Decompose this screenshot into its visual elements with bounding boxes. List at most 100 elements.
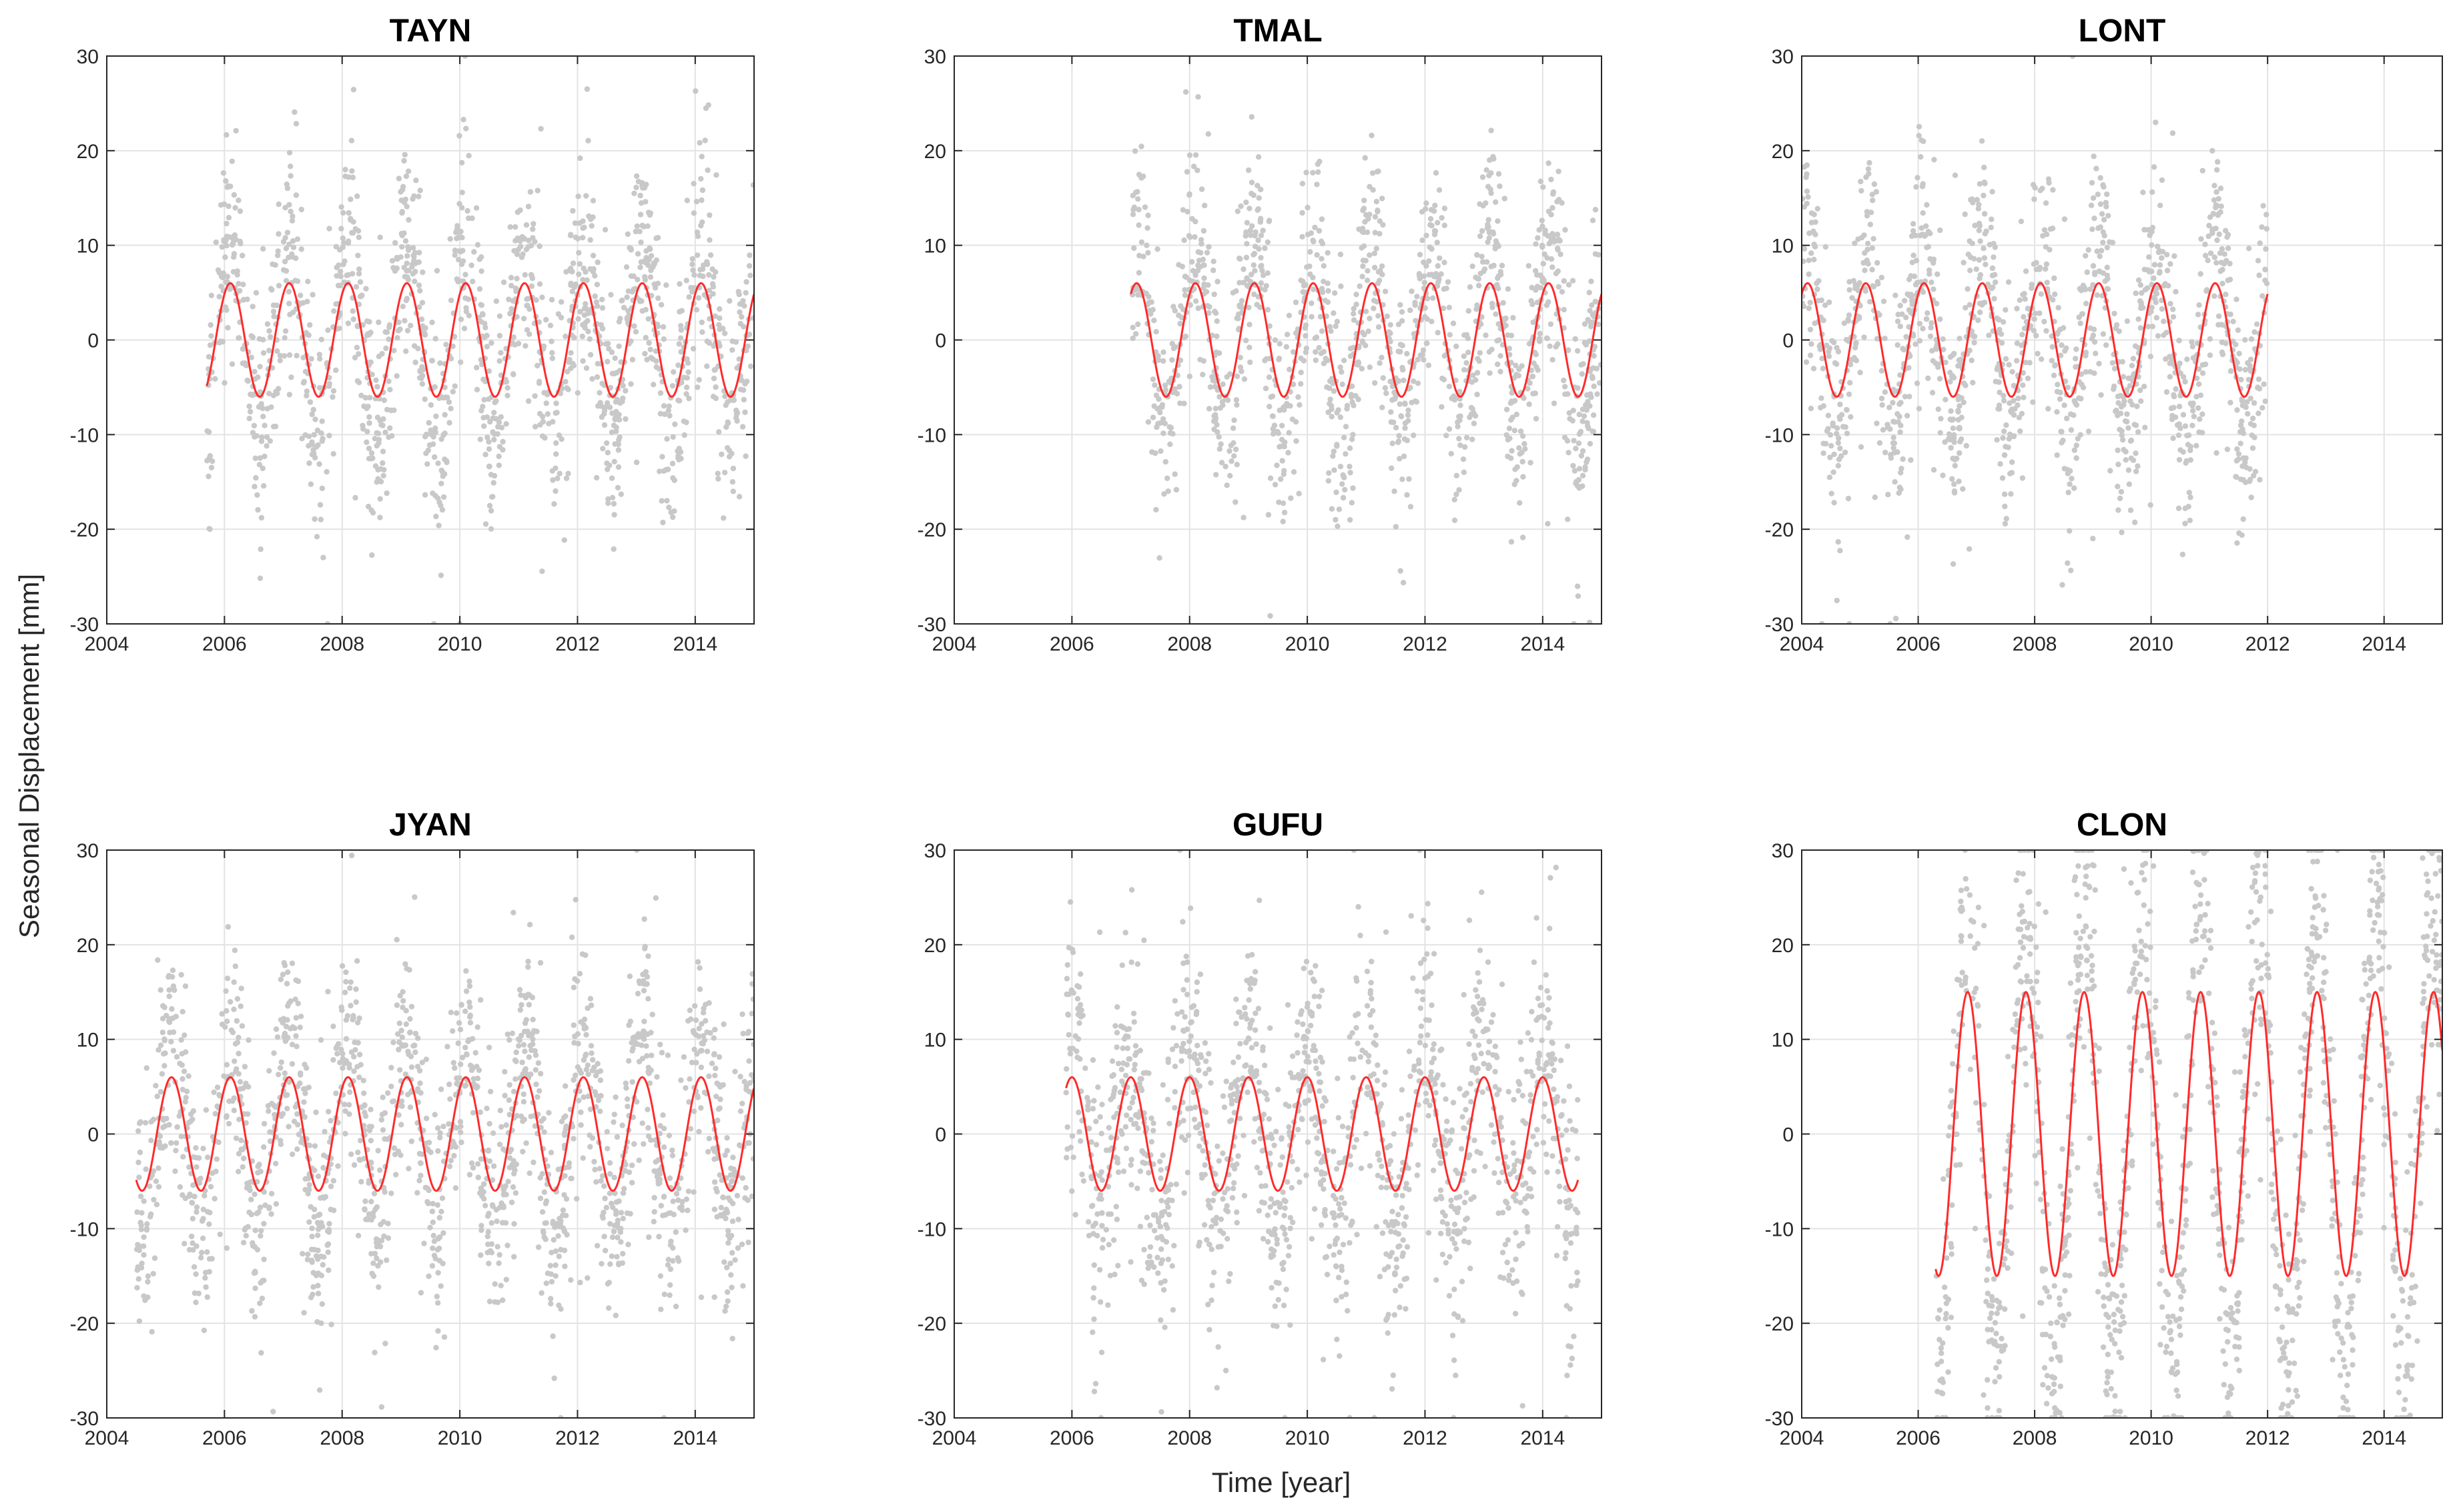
scatter-point xyxy=(438,436,444,442)
scatter-point xyxy=(258,546,264,552)
scatter-point xyxy=(597,1166,603,1172)
scatter-point xyxy=(1405,412,1411,418)
scatter-point xyxy=(368,330,374,336)
scatter-point xyxy=(1806,258,1812,264)
scatter-point xyxy=(693,307,700,313)
scatter-point xyxy=(687,1076,693,1082)
scatter-point xyxy=(1156,420,1162,426)
scatter-point xyxy=(643,1043,649,1049)
scatter-point xyxy=(691,1189,697,1195)
scatter-point xyxy=(1995,366,2001,372)
scatter-point xyxy=(1367,316,1373,322)
data-layer-jyan xyxy=(133,850,754,1418)
scatter-point xyxy=(709,1060,715,1066)
scatter-point xyxy=(2247,362,2253,369)
scatter-point xyxy=(657,468,663,474)
scatter-point xyxy=(285,969,291,976)
scatter-point xyxy=(1313,357,1319,364)
scatter-point xyxy=(1951,350,1957,357)
scatter-point xyxy=(400,998,406,1004)
scatter-point xyxy=(159,1071,165,1077)
scatter-point xyxy=(1351,317,1357,323)
scatter-point xyxy=(350,308,356,314)
scatter-point xyxy=(749,1193,754,1200)
scatter-point xyxy=(1861,334,1867,340)
scatter-point xyxy=(1133,190,1139,196)
scatter-point xyxy=(2244,399,2250,405)
scatter-point xyxy=(258,1228,264,1234)
scatter-point xyxy=(2225,277,2231,284)
scatter-point xyxy=(520,316,527,322)
scatter-point xyxy=(2239,532,2245,538)
scatter-point xyxy=(1451,517,1458,523)
scatter-point xyxy=(585,318,591,324)
scatter-point xyxy=(470,1110,476,1116)
scatter-point xyxy=(1247,206,1253,212)
scatter-point xyxy=(1285,450,1291,456)
scatter-point xyxy=(1375,208,1381,215)
scatter-point xyxy=(429,320,435,326)
scatter-point xyxy=(1866,159,1872,166)
scatter-point xyxy=(1864,213,1870,219)
scatter-point xyxy=(543,317,549,323)
scatter-point xyxy=(1571,468,1578,474)
scatter-point xyxy=(2093,165,2099,171)
scatter-point xyxy=(2240,430,2247,436)
scatter-point xyxy=(2061,402,2067,408)
scatter-point xyxy=(518,254,525,260)
scatter-point xyxy=(1299,234,1305,240)
scatter-point xyxy=(286,202,292,208)
scatter-point xyxy=(2069,476,2075,482)
scatter-point xyxy=(1923,316,1930,322)
scatter-point xyxy=(2243,404,2249,410)
scatter-point xyxy=(416,194,422,200)
scatter-point xyxy=(239,1023,246,1029)
scatter-point xyxy=(2037,310,2043,316)
scatter-point xyxy=(356,271,362,277)
scatter-point xyxy=(1409,400,1415,406)
scatter-point xyxy=(1461,444,1468,450)
scatter-point xyxy=(672,421,678,427)
scatter-point xyxy=(314,534,320,540)
scatter-point xyxy=(1148,311,1154,317)
scatter-point xyxy=(2248,494,2254,500)
scatter-point xyxy=(1910,221,1916,227)
scatter-point xyxy=(1886,404,1892,410)
scatter-point xyxy=(1825,412,1832,418)
scatter-point xyxy=(168,1038,174,1045)
scatter-point xyxy=(2159,255,2165,261)
scatter-point xyxy=(416,250,422,256)
scatter-point xyxy=(509,1030,515,1036)
x-tick-label: 2014 xyxy=(1520,633,1565,655)
scatter-point xyxy=(525,398,532,404)
scatter-point xyxy=(419,300,426,306)
scatter-point xyxy=(1863,174,1869,180)
scatter-point xyxy=(2113,322,2120,328)
scatter-point xyxy=(1144,225,1150,231)
scatter-point xyxy=(353,284,360,290)
scatter-point xyxy=(326,383,332,389)
scatter-point xyxy=(588,216,594,222)
scatter-point xyxy=(242,1064,248,1070)
scatter-point xyxy=(635,276,641,283)
scatter-point xyxy=(252,484,258,490)
scatter-point xyxy=(1287,366,1293,372)
scatter-point xyxy=(1239,368,1245,374)
scatter-point xyxy=(283,246,290,252)
scatter-point xyxy=(1554,232,1561,238)
scatter-point xyxy=(597,1108,603,1114)
scatter-point xyxy=(1598,362,1602,368)
scatter-point xyxy=(1195,305,1201,312)
scatter-point xyxy=(1897,429,1903,435)
scatter-point xyxy=(1576,466,1583,472)
scatter-point xyxy=(725,420,731,426)
scatter-point xyxy=(1491,155,1497,162)
scatter-point xyxy=(1989,189,1995,195)
scatter-point xyxy=(286,300,292,307)
scatter-point xyxy=(1495,171,1502,177)
scatter-point xyxy=(1233,446,1239,452)
scatter-point xyxy=(1457,402,1463,408)
scatter-point xyxy=(431,621,437,624)
scatter-point xyxy=(1276,499,1282,505)
scatter-point xyxy=(1362,219,1368,225)
